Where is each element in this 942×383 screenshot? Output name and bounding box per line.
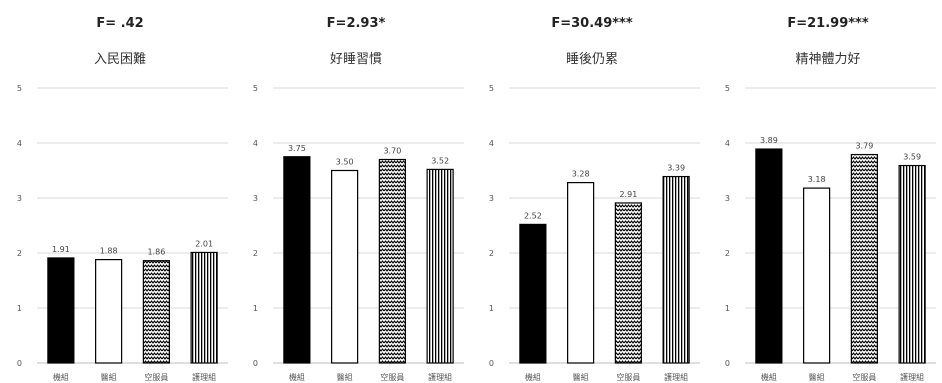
- y-tick-label: 5: [17, 84, 22, 93]
- chart-panel-4: F=21.99*** 精神體力好 0 1 2 3 4 5 3.89 機組 3.18 醫組 3.79 空服員…: [725, 16, 936, 382]
- chart-subtitle: 睡後仍累: [566, 52, 618, 67]
- bar: [331, 169, 359, 364]
- x-tick-label: 機組: [289, 372, 305, 382]
- y-tick-label: 2: [489, 249, 494, 258]
- y-tick-label: 5: [725, 84, 730, 93]
- data-label: 3.28: [572, 170, 590, 179]
- bar: [142, 260, 170, 364]
- bar: [898, 164, 926, 364]
- data-label: 3.70: [383, 147, 401, 156]
- y-tick-label: 0: [725, 359, 730, 368]
- bar: [614, 202, 642, 364]
- bar: [662, 175, 690, 364]
- y-tick-label: 3: [17, 194, 22, 203]
- chart-title: F=21.99***: [787, 16, 868, 31]
- y-tick-label: 3: [253, 194, 258, 203]
- chart-subtitle: 精神體力好: [795, 52, 860, 67]
- y-tick-label: 1: [253, 304, 258, 313]
- y-tick-label: 4: [725, 139, 730, 148]
- x-tick-label: 護理組: [192, 372, 216, 382]
- y-tick-label: 4: [17, 139, 22, 148]
- data-label: 3.18: [808, 175, 826, 184]
- data-label: 2.52: [524, 211, 542, 220]
- bar: [283, 156, 311, 364]
- y-tick-label: 2: [725, 249, 730, 258]
- data-label: 1.86: [147, 248, 165, 257]
- x-tick-label: 醫組: [573, 372, 589, 382]
- chart-panel-2: F=2.93* 好睡習慣 0 1 2 3 4 5 3.75 機組 3.50 醫組 3.70 空服員 3.52…: [253, 16, 464, 382]
- bar: [850, 153, 878, 364]
- y-tick-label: 3: [489, 194, 494, 203]
- y-tick-label: 1: [17, 304, 22, 313]
- data-label: 1.88: [100, 247, 118, 256]
- y-tick-label: 4: [489, 139, 494, 148]
- data-label: 3.59: [903, 153, 921, 162]
- x-tick-label: 醫組: [337, 372, 353, 382]
- bar: [803, 187, 831, 364]
- bar: [378, 158, 406, 364]
- chart-subtitle: 入民困難: [94, 52, 146, 67]
- y-tick-label: 1: [725, 304, 730, 313]
- x-tick-label: 空服員: [852, 372, 876, 382]
- x-tick-label: 護理組: [664, 372, 688, 382]
- x-tick-label: 機組: [525, 372, 541, 382]
- bar: [519, 223, 547, 364]
- bar: [426, 168, 454, 364]
- chart-subtitle: 好睡習慣: [330, 51, 382, 67]
- x-tick-label: 機組: [53, 372, 69, 382]
- y-tick-label: 5: [489, 84, 494, 93]
- y-tick-label: 2: [253, 249, 258, 258]
- data-label: 1.91: [52, 245, 70, 254]
- y-tick-label: 0: [489, 359, 494, 368]
- data-label: 2.91: [619, 190, 637, 199]
- bar: [95, 259, 123, 364]
- data-label: 3.79: [855, 142, 873, 151]
- x-tick-label: 護理組: [428, 372, 452, 382]
- chart-title: F=2.93*: [327, 16, 386, 31]
- data-label: 3.89: [760, 136, 778, 145]
- chart-panel-1: F= .42 入民困難 0 1 2 3 4 5 1.91 機組 1.88 醫組 1.86 空服員 2.01 護…: [17, 16, 228, 382]
- bar: [190, 251, 218, 364]
- y-tick-label: 2: [17, 249, 22, 258]
- chart-title: F=30.49***: [551, 16, 632, 31]
- y-tick-label: 1: [489, 304, 494, 313]
- data-label: 3.50: [336, 158, 354, 167]
- x-tick-label: 空服員: [380, 372, 404, 382]
- x-tick-label: 空服員: [616, 372, 640, 382]
- x-tick-label: 空服員: [144, 372, 168, 382]
- y-tick-label: 0: [253, 359, 258, 368]
- data-label: 2.01: [195, 239, 213, 248]
- y-tick-label: 5: [253, 84, 258, 93]
- data-label: 3.39: [667, 164, 685, 173]
- x-tick-label: 醫組: [809, 372, 825, 382]
- bar: [755, 148, 783, 364]
- data-label: 3.52: [431, 156, 449, 165]
- chart-title: F= .42: [96, 16, 143, 31]
- chart-panel-3: F=30.49*** 睡後仍累 0 1 2 3 4 5 2.52 機組 3.28 醫組 2.91 空服員 3…: [489, 16, 700, 382]
- y-tick-label: 3: [725, 194, 730, 203]
- bar: [47, 257, 75, 364]
- x-tick-label: 機組: [761, 372, 777, 382]
- x-tick-label: 醫組: [101, 372, 117, 382]
- data-label: 3.75: [288, 144, 306, 153]
- x-tick-label: 護理組: [900, 372, 924, 382]
- bar: [567, 182, 595, 364]
- y-tick-label: 4: [253, 139, 258, 148]
- y-tick-label: 0: [17, 359, 22, 368]
